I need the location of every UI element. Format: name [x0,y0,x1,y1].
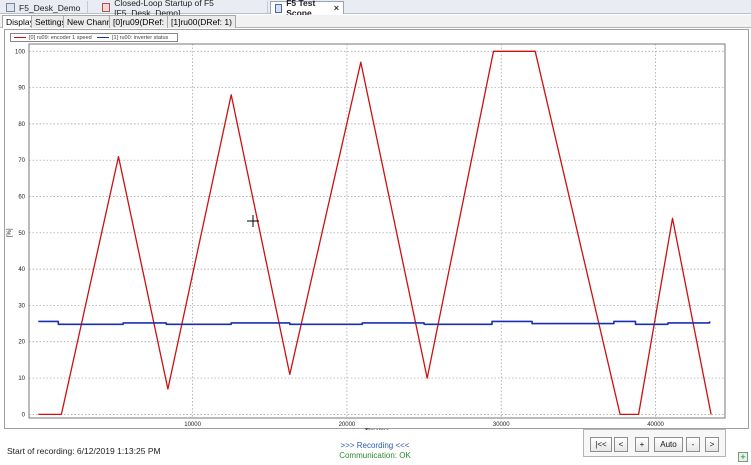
legend-label: [1] ru00: inverter status [112,34,169,41]
recording-indicator: >>> Recording <<< [340,441,410,450]
add-icon[interactable]: + [738,452,748,462]
x-tick-label: 20000 [339,422,356,428]
y-tick-label: 50 [18,231,25,237]
jump-to-start-button[interactable]: |<< [590,437,612,452]
x-tick-label: 40000 [647,422,664,428]
grid [29,44,725,418]
scope-plot[interactable]: 0 10 20 30 40 50 60 70 80 90 100 10000 20000 30000 400… [4,29,750,430]
document-icon [102,3,111,12]
doc-tab-label: F5 Test Scope [286,0,316,18]
x-tick-label: 30000 [493,422,510,428]
y-tick-label: 40 [18,267,25,273]
scroll-left-button[interactable]: < [614,437,628,452]
series-line-0 [38,50,712,416]
axes [28,43,726,419]
y-tick-label: 30 [18,303,25,309]
doc-tab-label: Closed-Loop Startup of F5 [F5_Desk_Demo] [114,0,214,18]
legend: [0] ru09: encoder 1 speed [1] ru00: inve… [10,33,178,42]
zoom-out-button[interactable]: - [686,437,700,452]
y-tick-label: 80 [18,122,25,128]
folder-icon [6,3,15,12]
scroll-right-button[interactable]: > [705,437,719,452]
doc-tab-label: F5_Desk_Demo [19,2,81,13]
chart-canvas[interactable]: 0 10 20 30 40 50 60 70 80 90 100 10000 20000 30000 400… [5,30,750,430]
legend-swatch [14,36,26,39]
crosshair-cursor-icon [247,215,259,227]
communication-status: Communication: OK [339,451,411,460]
zoom-in-button[interactable]: + [635,437,649,452]
x-axis-label: Time/ms [365,429,390,430]
y-tick-label: 10 [18,376,25,382]
y-tick-label: 100 [15,49,26,55]
y-tick-label: 70 [18,158,25,164]
doc-tab-test-scope[interactable]: F5 Test Scope × [270,0,344,18]
scope-icon [275,3,283,13]
legend-item: [0] ru09: encoder 1 speed [14,35,94,41]
x-tick-label: 10000 [184,422,201,428]
y-tick-label: 90 [18,86,25,92]
legend-label: [0] ru09: encoder 1 speed [29,34,92,41]
plot-area-border [28,43,726,419]
doc-tab-startup[interactable]: Closed-Loop Startup of F5 [F5_Desk_Demo] [98,0,268,18]
recording-start-text: Start of recording: 6/12/2019 1:13:25 PM [7,446,161,456]
tab-channel-1[interactable]: [1]ru00(DRef: 1) [167,15,236,28]
document-tab-bar: F5_Desk_Demo Closed-Loop Startup of F5 [… [0,0,751,18]
y-tick-label: 60 [18,195,25,201]
axis-labels: 0 10 20 30 40 50 60 70 80 90 100 10000 20000 30000 400… [7,49,665,430]
y-axis-label: [%] [7,228,13,237]
y-tick-label: 0 [22,412,26,418]
auto-scale-button[interactable]: Auto [654,437,683,452]
scope-tab-bar: Display Settings New Channel [0]ru09(DRe… [0,15,751,28]
legend-swatch [97,36,109,39]
recording-status: >>> Recording <<< Communication: OK [300,441,450,461]
close-icon[interactable]: × [333,3,339,13]
legend-item: [1] ru00: inverter status [97,35,177,41]
series-line-1 [38,320,711,326]
doc-tab-project[interactable]: F5_Desk_Demo [2,1,88,14]
navigation-controls: |<< < + Auto - > [583,429,726,457]
y-tick-label: 20 [18,340,25,346]
series-lines [38,50,712,416]
